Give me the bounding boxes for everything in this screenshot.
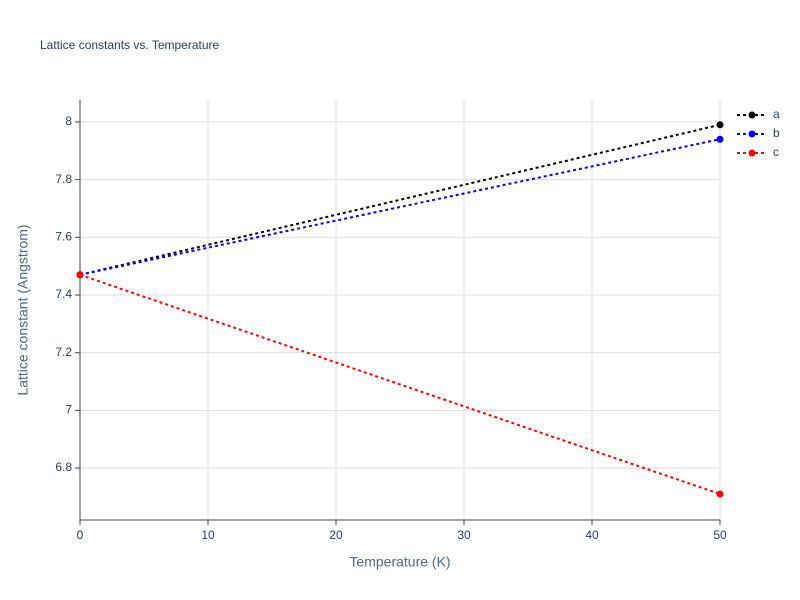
chart-title: Lattice constants vs. Temperature — [40, 38, 220, 52]
y-tick-label: 7.4 — [55, 287, 72, 301]
data-point — [716, 135, 724, 143]
legend-label: a — [773, 107, 780, 121]
data-point — [76, 271, 84, 279]
y-axis-title: Lattice constant (Angstrom) — [15, 224, 31, 395]
x-tick-label: 40 — [585, 528, 599, 542]
x-tick-label: 10 — [201, 528, 215, 542]
x-tick-label: 0 — [77, 528, 84, 542]
x-tick-label: 30 — [457, 528, 471, 542]
series-line — [79, 138, 721, 276]
legend-label: c — [773, 145, 779, 159]
x-tick-label: 20 — [329, 528, 343, 542]
x-tick-label: 50 — [713, 528, 727, 542]
y-tick-label: 7.6 — [55, 229, 72, 243]
y-tick-label: 7.2 — [55, 345, 72, 359]
y-tick-label: 7 — [65, 403, 72, 417]
x-axis-title: Temperature (K) — [349, 554, 450, 570]
y-tick-label: 7.8 — [55, 172, 72, 186]
legend-label: b — [773, 126, 780, 140]
series-line — [79, 273, 721, 495]
legend-marker — [748, 130, 756, 138]
legend-marker — [748, 149, 756, 157]
y-tick-label: 8 — [65, 114, 72, 128]
data-point — [716, 121, 724, 129]
data-point — [716, 490, 724, 498]
legend-marker — [748, 111, 756, 119]
series-line — [79, 123, 721, 276]
y-tick-label: 6.8 — [55, 460, 72, 474]
